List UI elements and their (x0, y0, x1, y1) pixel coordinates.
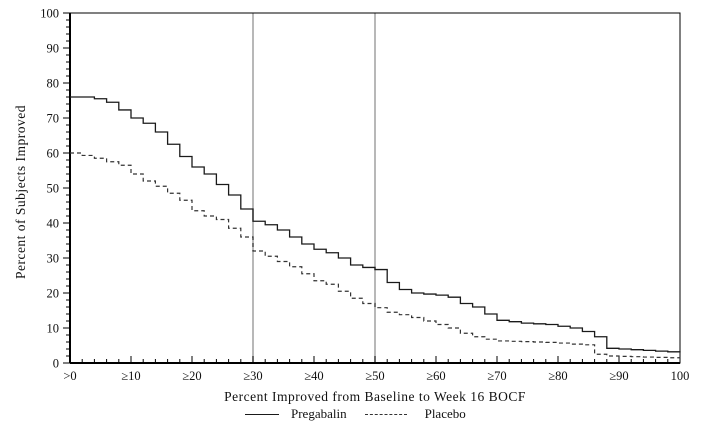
y-tick-label-80: 80 (47, 77, 60, 91)
x-tick-label-5: ≥50 (365, 369, 384, 383)
x-axis-title: Percent Improved from Baseline to Week 1… (224, 389, 526, 404)
pregabalin-curve (70, 96, 681, 353)
x-tick-label-8: ≥80 (548, 369, 567, 383)
y-tick-label-70: 70 (47, 112, 60, 126)
legend-label-pregabalin: Pregabalin (291, 406, 347, 421)
y-tick-label-40: 40 (47, 217, 60, 231)
legend-label-placebo: Placebo (424, 406, 466, 421)
y-tick-label-0: 0 (53, 357, 59, 371)
x-tick-label-7: ≥70 (487, 369, 506, 383)
x-tick-label-1: ≥10 (121, 369, 140, 383)
x-tick-label-10: 100 (671, 369, 690, 383)
y-tick-label-60: 60 (47, 147, 60, 161)
pregabalin-solid-line-sample (245, 413, 279, 415)
y-tick-label-50: 50 (47, 182, 60, 196)
y-axis-title: Percent of Subjects Improved (13, 104, 28, 280)
x-tick-label-4: ≥40 (304, 369, 323, 383)
placebo-curve (70, 152, 681, 359)
x-tick-label-3: ≥30 (243, 369, 262, 383)
y-tick-label-90: 90 (47, 42, 60, 56)
y-tick-label-10: 10 (47, 322, 60, 336)
legend: Pregabalin Placebo (245, 406, 466, 422)
x-tick-label-2: ≥20 (182, 369, 201, 383)
y-tick-label-20: 20 (47, 287, 60, 301)
y-tick-label-100: 100 (40, 7, 59, 21)
x-tick-label-0: >0 (63, 369, 76, 383)
x-tick-label-6: ≥60 (426, 369, 445, 383)
x-tick-label-9: ≥90 (609, 369, 628, 383)
placebo-dashed-line-sample (364, 413, 407, 415)
y-tick-label-30: 30 (47, 252, 60, 266)
